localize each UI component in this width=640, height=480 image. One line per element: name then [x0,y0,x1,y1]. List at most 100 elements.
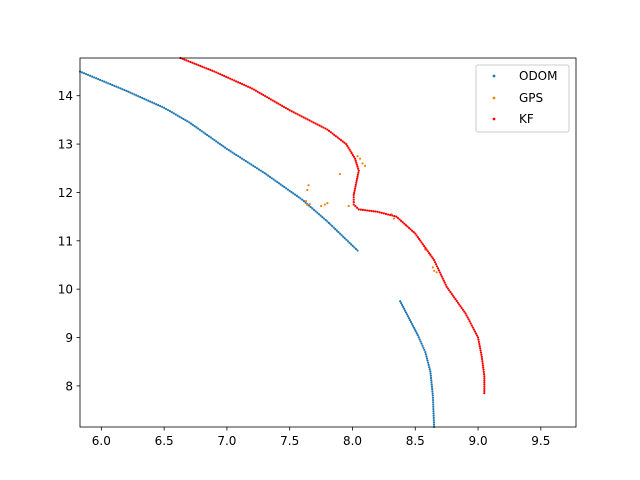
gps-point [304,200,308,203]
odom-point [147,99,150,102]
odom-point [153,102,156,105]
odom-point [295,194,298,197]
gps-point [347,204,350,208]
kf-point [470,324,473,327]
odom-point [415,332,418,335]
legend-label-odom: ODOM [519,69,557,83]
odom-point [399,300,402,303]
kf-point [343,141,346,144]
kf-point [347,146,350,149]
kf-point [441,277,444,280]
legend-box [475,64,570,133]
odom-point [409,320,413,324]
kf-point [355,179,358,182]
kf-point [454,298,457,301]
odom-point [121,88,124,91]
odom-point [356,249,359,252]
odom-point [431,398,435,402]
kf-point [425,248,428,251]
kf-point [250,87,254,90]
odom-point [350,243,353,246]
odom-point [244,159,247,163]
kf-point [183,58,186,61]
kf-point [201,65,204,68]
odom-point [141,96,144,100]
gps-point [431,266,434,269]
odom-point [209,136,212,139]
odom-point [164,107,168,111]
kf-point [243,83,246,86]
kf-point [215,71,218,74]
kf-point [376,210,379,213]
gps-point [319,204,323,208]
kf-point [483,389,486,393]
odom-point [432,419,435,422]
kf-point [345,142,348,146]
kf-point [281,104,284,107]
kf-point [223,74,226,78]
kf-point [326,128,329,131]
odom-point [319,214,322,217]
kf-point [438,271,441,274]
kf-point [277,102,280,105]
kf-point [219,73,222,76]
kf-point [322,126,325,129]
kf-point [233,79,236,82]
odom-point [86,73,90,77]
kf-point [463,310,466,313]
kf-point [241,82,244,86]
x-tick-label: 9.0 [469,434,488,448]
kf-point [199,64,202,68]
kf-point [439,273,442,276]
odom-point [430,383,433,386]
gps-point [306,203,309,207]
kf-point [404,223,407,227]
odom-point [115,85,118,88]
kf-point [338,137,341,140]
odom-point [432,423,436,426]
odom-point [432,412,435,415]
odom-point [224,146,227,149]
kf-point [440,275,443,278]
kf-point [391,214,394,217]
kf-point [359,208,362,211]
odom-point [225,147,229,151]
odom-point [301,198,304,201]
kf-point [465,314,468,317]
odom-point [322,217,326,220]
odom-point [410,322,414,325]
odom-point [131,92,134,95]
kf-point [363,209,367,212]
gps-point [323,203,326,206]
kf-point [357,169,360,172]
odom-point [417,336,420,339]
kf-point [356,165,359,168]
gps-point [433,269,436,272]
kf-point [467,318,470,321]
odom-point [250,163,253,166]
kf-point [361,208,365,212]
odom-point [299,197,302,200]
odom-point [332,226,335,229]
y-tick-label: 11 [58,234,73,248]
kf-point [355,163,358,166]
kf-point [352,203,355,206]
odom-point [432,405,435,408]
kf-point [433,259,436,262]
odom-point [432,416,435,420]
kf-point [378,211,381,214]
gps-point [307,184,310,187]
kf-point [453,296,456,299]
odom-point [117,86,120,89]
odom-point [272,178,275,181]
kf-point [449,290,452,294]
kf-point [426,250,429,253]
odom-point [429,372,432,375]
odom-point [404,311,408,314]
kf-point [483,385,486,388]
odom-point [288,189,291,192]
odom-point [111,83,114,87]
odom-point [145,98,148,101]
odom-point [197,127,200,130]
odom-point [424,353,427,356]
